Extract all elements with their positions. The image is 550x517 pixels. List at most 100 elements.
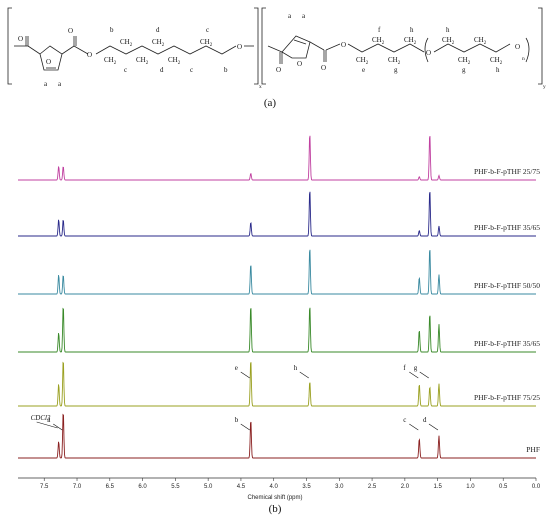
annotation-arrow xyxy=(53,423,63,431)
x-tick-label: 3.5 xyxy=(302,484,311,490)
atom-label: h xyxy=(410,26,414,34)
annotation-label: b xyxy=(235,416,239,424)
atom-label: c xyxy=(206,26,209,34)
annotation-arrow xyxy=(299,371,309,379)
svg-text:O: O xyxy=(321,64,326,72)
svg-text:CH2: CH2 xyxy=(474,36,487,46)
bracket-right-open xyxy=(261,7,266,85)
svg-text:CH2: CH2 xyxy=(388,56,401,66)
atom-label: d xyxy=(156,26,160,34)
atom-label: g xyxy=(462,66,466,74)
svg-text:CH2: CH2 xyxy=(200,38,213,48)
svg-text:O: O xyxy=(276,66,281,74)
subscript-x: x xyxy=(259,84,262,90)
series-label: PHF xyxy=(526,445,540,454)
furan-ring-right xyxy=(281,35,311,59)
x-tick-label: 6.0 xyxy=(138,484,147,490)
subscript-n: n xyxy=(522,56,525,62)
annotation-arrow xyxy=(240,371,250,379)
annotation-arrow xyxy=(409,423,419,431)
series-label: PHF-b-F-pTHF 50/50 xyxy=(474,281,540,290)
svg-text:O: O xyxy=(297,60,302,68)
annotation-label: d xyxy=(423,416,427,424)
annotation-arrow xyxy=(428,423,439,431)
x-tick-label: 0.5 xyxy=(499,484,508,490)
svg-text:O: O xyxy=(68,27,73,35)
spectrum-line xyxy=(18,361,536,407)
series-label: PHF-b-F-pTHF 35/65 xyxy=(474,223,540,232)
bracket-left-open xyxy=(7,7,12,85)
furan-ring-left xyxy=(39,45,63,71)
bracket-left-close xyxy=(254,7,259,85)
annotation-label: f xyxy=(403,364,406,372)
x-tick-label: 7.0 xyxy=(73,484,82,490)
svg-text:O: O xyxy=(515,43,520,51)
annotation-arrow xyxy=(36,421,58,429)
x-axis-label: Chemical shift (ppm) xyxy=(247,495,302,501)
chemical-structure: O O O O O O O O O O O CH2 CH2 CH2 CH2 CH… xyxy=(7,7,546,109)
spectrum-line xyxy=(18,135,536,181)
svg-text:O: O xyxy=(237,43,242,51)
svg-text:CH2: CH2 xyxy=(442,36,455,46)
svg-text:O: O xyxy=(426,49,431,57)
x-tick-label: 1.0 xyxy=(466,484,475,490)
annotation-label: c xyxy=(403,416,406,424)
atom-label: a xyxy=(44,80,48,88)
series-label: PHF-b-F-pTHF 35/65 xyxy=(474,339,540,348)
svg-text:CH2: CH2 xyxy=(404,36,417,46)
spectrum-line xyxy=(18,249,536,295)
butyl-chain xyxy=(347,43,425,53)
annotation-label: g xyxy=(414,364,418,372)
series-labels: PHF-b-F-pTHF 25/75 PHF-b-F-pTHF 35/65 PHF-… xyxy=(474,167,540,454)
svg-text:O: O xyxy=(18,35,23,43)
atom-label: h xyxy=(496,66,500,74)
svg-text:O: O xyxy=(341,41,346,49)
spectrum-line xyxy=(18,191,536,237)
ptmo-chain xyxy=(433,43,511,53)
spectrum-line xyxy=(18,307,536,353)
series-label: PHF-b-F-pTHF 25/75 xyxy=(474,167,540,176)
atom-label: g xyxy=(394,66,398,74)
bracket-right-close xyxy=(538,7,543,85)
svg-text:CH2: CH2 xyxy=(152,38,165,48)
x-tick-label: 2.0 xyxy=(401,484,410,490)
x-tick-label: 5.5 xyxy=(171,484,180,490)
annotation-label: h xyxy=(294,364,298,372)
annotation-arrow xyxy=(409,371,419,379)
atom-label: a xyxy=(302,12,306,20)
subscript-y: y xyxy=(543,84,546,90)
atom-label: f xyxy=(378,26,381,34)
x-tick-label: 2.5 xyxy=(368,484,377,490)
svg-text:O: O xyxy=(46,58,51,66)
x-tick-label: 6.5 xyxy=(106,484,115,490)
panel-label-b: (b) xyxy=(269,503,282,515)
atom-label: c xyxy=(190,66,193,74)
x-tick-label: 4.5 xyxy=(237,484,246,490)
x-tick-label: 0.0 xyxy=(532,484,541,490)
svg-text:CH2: CH2 xyxy=(168,56,181,66)
annotation-arrow xyxy=(419,371,429,379)
panel-label-a: (a) xyxy=(264,97,277,109)
svg-text:CH2: CH2 xyxy=(104,56,117,66)
svg-text:CH2: CH2 xyxy=(458,56,471,66)
atom-label: a xyxy=(58,80,62,88)
atom-label: e xyxy=(362,66,365,74)
svg-text:CH2: CH2 xyxy=(120,38,133,48)
annotation-arrow xyxy=(240,423,250,431)
atom-label: d xyxy=(160,66,164,74)
x-axis: 7.5 7.0 6.5 6.0 5.5 5.0 4.5 4.0 3.5 3.0 2.5 2.0 1.5 1… xyxy=(18,477,541,490)
annotation-label: e xyxy=(235,364,238,372)
svg-text:CH2: CH2 xyxy=(372,36,385,46)
x-tick-label: 4.0 xyxy=(270,484,279,490)
svg-text:CH2: CH2 xyxy=(356,56,369,66)
atom-label: b xyxy=(224,66,228,74)
atom-label: b xyxy=(110,26,114,34)
atom-label: c xyxy=(124,66,127,74)
svg-text:CH2: CH2 xyxy=(490,56,503,66)
svg-text:CH2: CH2 xyxy=(136,56,149,66)
nmr-spectra-chart: PHF-b-F-pTHF 25/75 PHF-b-F-pTHF 35/65 PHF-… xyxy=(18,135,541,515)
atom-label: a xyxy=(288,12,292,20)
spectra-group xyxy=(18,135,536,459)
annotation-label: CDCl3 xyxy=(31,414,51,422)
